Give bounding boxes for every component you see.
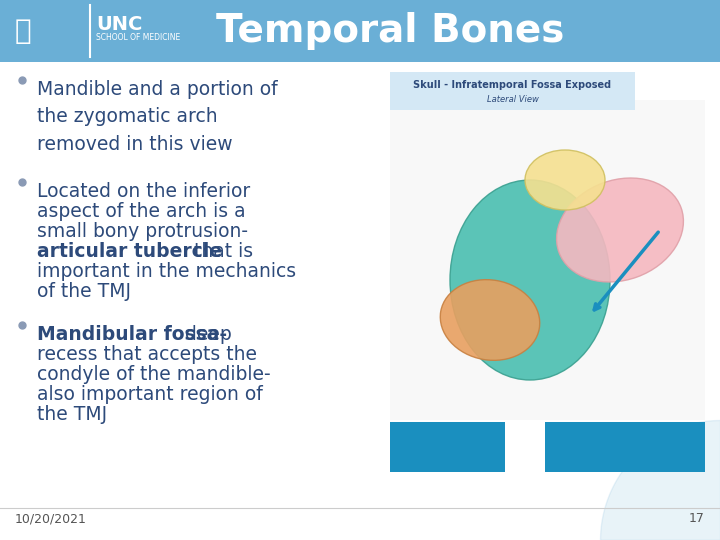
Text: Mandibular fossa-: Mandibular fossa- xyxy=(37,325,227,344)
Text: articular tubercle: articular tubercle xyxy=(37,242,222,261)
Ellipse shape xyxy=(440,280,540,360)
Text: the TMJ: the TMJ xyxy=(37,405,107,424)
FancyBboxPatch shape xyxy=(390,422,505,472)
Text: also important region of: also important region of xyxy=(37,385,263,404)
Ellipse shape xyxy=(525,150,605,210)
Text: Mandible and a portion of
the zygomatic arch
removed in this view: Mandible and a portion of the zygomatic … xyxy=(37,80,278,153)
Ellipse shape xyxy=(557,178,683,282)
Text: SCHOOL OF MEDICINE: SCHOOL OF MEDICINE xyxy=(96,32,180,42)
Text: Temporal Bones: Temporal Bones xyxy=(216,12,564,50)
FancyBboxPatch shape xyxy=(545,422,705,472)
Text: Skull - Infratemporal Fossa Exposed: Skull - Infratemporal Fossa Exposed xyxy=(413,80,611,90)
Text: UNC: UNC xyxy=(96,15,143,33)
Text: small bony protrusion-: small bony protrusion- xyxy=(37,222,248,241)
Text: 17: 17 xyxy=(689,512,705,525)
FancyBboxPatch shape xyxy=(390,100,705,420)
Text: that is: that is xyxy=(188,242,253,261)
Text: important in the mechanics: important in the mechanics xyxy=(37,262,296,281)
FancyBboxPatch shape xyxy=(390,72,635,110)
FancyBboxPatch shape xyxy=(0,62,720,540)
Text: deep: deep xyxy=(179,325,232,344)
Text: 🏛: 🏛 xyxy=(15,17,32,45)
Text: recess that accepts the: recess that accepts the xyxy=(37,345,257,364)
Ellipse shape xyxy=(450,180,610,380)
Text: condyle of the mandible-: condyle of the mandible- xyxy=(37,365,271,384)
Text: Lateral View: Lateral View xyxy=(487,94,539,104)
Text: of the TMJ: of the TMJ xyxy=(37,282,131,301)
Text: Located on the inferior: Located on the inferior xyxy=(37,182,251,201)
Text: aspect of the arch is a: aspect of the arch is a xyxy=(37,202,246,221)
FancyBboxPatch shape xyxy=(0,0,720,62)
Text: 10/20/2021: 10/20/2021 xyxy=(15,512,87,525)
